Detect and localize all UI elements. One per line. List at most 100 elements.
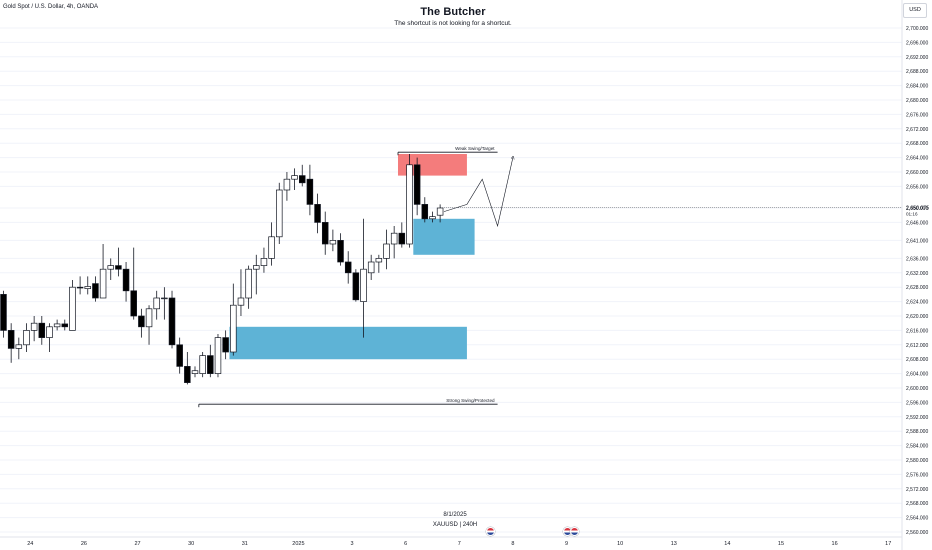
- candle-body: [421, 204, 429, 220]
- price-tick-label: 2,576.000: [906, 472, 928, 478]
- price-tick-label: 2,620.000: [906, 314, 928, 320]
- time-tick-label: 8: [511, 541, 514, 547]
- candle-body: [245, 268, 252, 299]
- watermark-ticker: XAUUSD | 240H: [432, 522, 478, 528]
- price-tick-label: 2,604.000: [906, 372, 928, 378]
- price-tick-label: 2,616.000: [906, 328, 928, 334]
- candle-body: [53, 323, 61, 328]
- candle-body: [321, 222, 329, 245]
- candle-body: [153, 297, 160, 310]
- time-tick-label: 9: [565, 541, 568, 547]
- currency-button[interactable]: USD: [903, 3, 927, 18]
- price-tick-label: 2,564.000: [906, 516, 928, 522]
- candle-body: [84, 286, 92, 289]
- candle-body: [107, 265, 114, 270]
- candle-body: [283, 178, 291, 191]
- price-tick-label: 2,676.000: [906, 112, 928, 118]
- candle-body: [413, 164, 421, 205]
- candle-body: [69, 286, 76, 331]
- watermark-date: 8/1/2025: [443, 512, 467, 518]
- price-axis[interactable]: 2,560.000 2,564.000 2,568.000 2,572.000 2,57…: [906, 26, 929, 536]
- idea-title: The Butcher: [420, 6, 486, 18]
- time-tick-label: 30: [188, 541, 194, 547]
- time-tick-label: 16: [832, 541, 838, 547]
- time-tick-label: 15: [778, 541, 784, 547]
- candle-body: [390, 232, 398, 245]
- candle-body: [276, 189, 283, 238]
- time-tick-label: 14: [724, 541, 730, 547]
- price-tick-label: 2,664.000: [906, 156, 928, 162]
- time-tick-label: 26: [81, 541, 87, 547]
- us-flag-icon[interactable]: [570, 527, 580, 536]
- price-tick-label: 2,660.000: [906, 170, 928, 176]
- candle-body: [298, 175, 306, 184]
- price-tick-label: 2,580.000: [906, 458, 928, 464]
- candle-body: [207, 355, 214, 374]
- candle-body: [360, 268, 367, 302]
- price-tick-label: 2,560.000: [906, 530, 928, 536]
- current-price-label: 2,650.075: [906, 206, 929, 212]
- candle-body: [352, 272, 360, 301]
- price-tick-label: 2,641.000: [906, 238, 928, 244]
- candle-body: [329, 240, 337, 245]
- candle-body: [291, 175, 298, 180]
- candle-body: [436, 207, 444, 216]
- candle-body: [76, 286, 84, 289]
- demand-zone: [229, 326, 467, 360]
- candle-body: [130, 290, 137, 317]
- candle-body: [191, 370, 199, 374]
- candle-body: [38, 322, 46, 338]
- candle-body: [30, 322, 38, 331]
- candle-body: [344, 261, 352, 274]
- candle-body: [23, 330, 30, 346]
- price-tick-label: 2,692.000: [906, 55, 928, 61]
- time-tick-label: 24: [27, 541, 33, 547]
- us-flag-icon[interactable]: [485, 527, 495, 536]
- idea-subtitle: The shortcut is not looking for a shortc…: [394, 20, 512, 27]
- time-tick-label: 2025: [292, 541, 304, 547]
- candles-layer: [0, 154, 444, 385]
- price-tick-label: 2,596.000: [906, 400, 928, 406]
- levels-layer: Weak Swing/Target Strong Swing/Protected: [198, 146, 498, 408]
- candle-body: [15, 344, 23, 349]
- symbol-title: Gold Spot / U.S. Dollar, 4h, OANDA: [3, 4, 99, 10]
- candle-body: [260, 258, 268, 266]
- zones-layer: [229, 154, 475, 360]
- price-tick-label: 2,696.000: [906, 40, 928, 46]
- candle-body: [237, 297, 245, 306]
- price-tick-label: 2,656.000: [906, 184, 928, 190]
- price-tick-label: 2,650.000: [906, 206, 928, 212]
- time-tick-label: 27: [134, 541, 140, 547]
- price-tick-label: 2,700.000: [906, 26, 928, 32]
- candle-body: [61, 323, 69, 328]
- candle-body: [145, 308, 153, 328]
- candle-body: [161, 297, 168, 300]
- time-axis[interactable]: 24 26 27 30 31 2025 3 6 7 8 9 10 13 14 15 16 17: [27, 541, 891, 547]
- candle-body: [367, 261, 375, 274]
- candle-body: [138, 315, 145, 328]
- price-tick-label: 2,612.000: [906, 343, 928, 349]
- price-tick-label: 2,584.000: [906, 444, 928, 450]
- candle-body: [253, 265, 260, 270]
- projection-layer: [440, 158, 902, 228]
- candle-body: [7, 330, 15, 349]
- time-tick-label: 13: [671, 541, 677, 547]
- candle-body: [176, 344, 183, 367]
- candle-body: [115, 265, 122, 270]
- price-tick-label: 2,588.000: [906, 429, 928, 435]
- price-tick-label: 2,608.000: [906, 357, 928, 363]
- candle-body: [184, 366, 191, 383]
- idea-header: The Butcher The shortcut is not looking …: [330, 6, 576, 27]
- candle-body: [429, 216, 436, 220]
- price-tick-label: 2,672.000: [906, 127, 928, 133]
- price-tick-label: 2,688.000: [906, 69, 928, 75]
- candle-body: [46, 326, 53, 338]
- price-tick-label: 2,680.000: [906, 98, 928, 104]
- demand-zone: [413, 218, 475, 255]
- level-label: Strong Swing/Protected: [446, 398, 495, 403]
- candle-body: [306, 178, 314, 205]
- price-tick-label: 2,624.000: [906, 300, 928, 306]
- price-tick-label: 2,592.000: [906, 415, 928, 421]
- time-tick-label: 7: [458, 541, 461, 547]
